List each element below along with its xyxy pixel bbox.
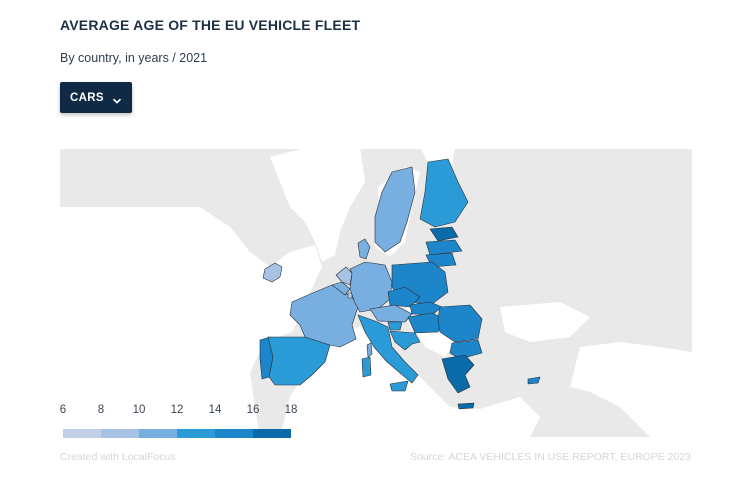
legend-tick: 12 [170, 404, 184, 416]
vehicle-type-dropdown[interactable]: CARS [60, 82, 132, 113]
country-finland[interactable] [419, 158, 469, 228]
country-romania[interactable] [437, 304, 483, 343]
legend-swatch [177, 429, 215, 438]
country-bulgaria[interactable] [449, 339, 483, 360]
chart-title: AVERAGE AGE OF THE EU VEHICLE FLEET [60, 17, 361, 33]
country-slovenia[interactable] [387, 321, 403, 331]
legend-tick: 14 [208, 404, 222, 416]
country-italy[interactable] [357, 314, 419, 384]
country-italy-sicily[interactable] [389, 380, 409, 392]
country-slovakia[interactable] [409, 301, 443, 316]
legend-swatch [253, 429, 291, 438]
country-sweden[interactable] [374, 166, 416, 253]
dropdown-label: CARS [70, 91, 104, 104]
source-text: Source: ACEA VEHICLES IN USE REPORT, EUR… [409, 451, 691, 463]
europe-map [60, 147, 692, 437]
country-croatia[interactable] [389, 330, 421, 351]
legend-tick: 18 [284, 404, 298, 416]
country-greece[interactable] [441, 354, 475, 394]
country-luxembourg[interactable] [347, 292, 353, 299]
country-cyprus[interactable] [527, 376, 541, 385]
legend-swatch [63, 429, 101, 438]
legend-color-scale [63, 429, 291, 438]
credit-text: Created with LocalFocus [60, 451, 176, 463]
chevron-down-icon [112, 93, 122, 104]
country-denmark[interactable] [357, 238, 371, 260]
legend-tick: 6 [59, 404, 67, 416]
country-italy-sardinia[interactable] [361, 356, 372, 378]
legend-swatch [139, 429, 177, 438]
legend-tick: 16 [246, 404, 260, 416]
legend-swatch [101, 429, 139, 438]
legend-tick: 10 [132, 404, 146, 416]
country-czechia[interactable] [387, 286, 421, 308]
country-latvia[interactable] [425, 239, 463, 256]
legend-ticks: 6 8 10 12 14 16 18 [56, 404, 306, 420]
legend-swatch [215, 429, 253, 438]
country-france-corsica[interactable] [366, 342, 373, 358]
legend-tick: 8 [97, 404, 105, 416]
chart-subtitle: By country, in years / 2021 [60, 51, 208, 65]
country-estonia[interactable] [429, 226, 459, 242]
country-greece-crete[interactable] [457, 402, 475, 410]
country-ireland[interactable] [262, 262, 283, 283]
